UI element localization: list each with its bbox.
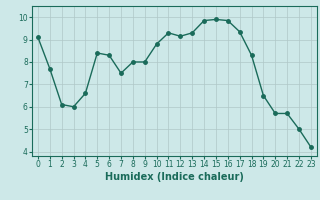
X-axis label: Humidex (Indice chaleur): Humidex (Indice chaleur): [105, 172, 244, 182]
